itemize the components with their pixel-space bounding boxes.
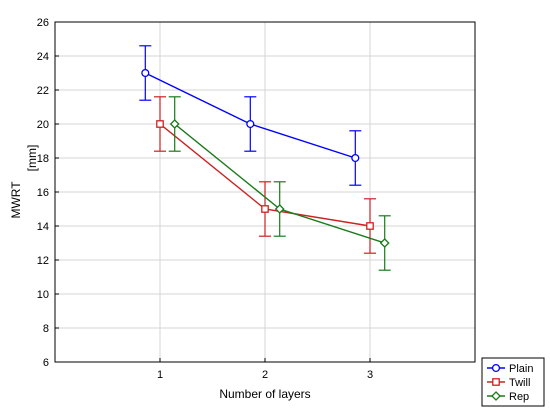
y-tick-label: 12	[37, 255, 49, 267]
legend-marker-rep	[491, 391, 501, 401]
legend-label-twill: Twill	[509, 377, 530, 389]
data-point-twill	[156, 120, 164, 128]
y-axis-unit: [mm]	[25, 145, 39, 172]
data-point-twill	[366, 222, 374, 230]
data-point-plain	[141, 68, 150, 78]
series-twill	[154, 96, 376, 254]
data-point-plain	[351, 153, 360, 163]
y-axis: 6 8 10 12 14 16 18 20 22 24 26	[37, 17, 59, 369]
data-point-twill	[261, 205, 269, 213]
x-axis: 1 2 3	[157, 358, 373, 381]
y-axis-title: MWRT	[9, 181, 23, 219]
data-point-rep	[274, 204, 285, 214]
y-tick-label: 8	[43, 323, 49, 335]
data-point-plain	[246, 119, 255, 129]
y-tick-label: 20	[37, 119, 49, 131]
y-tick-label: 14	[37, 221, 49, 233]
y-tick-label: 26	[37, 17, 49, 29]
y-tick-label: 22	[37, 85, 49, 97]
legend-box	[481, 357, 545, 407]
legend-label-plain: Plain	[509, 363, 533, 375]
legend-item-twill: Twill	[487, 377, 530, 389]
x-tick-label: 1	[157, 369, 163, 381]
x-tick-label: 2	[262, 369, 268, 381]
y-tick-label: 10	[37, 289, 49, 301]
data-point-rep	[169, 119, 180, 129]
y-tick-label: 24	[37, 51, 49, 63]
x-tick-label: 3	[367, 369, 373, 381]
y-tick-label: 18	[37, 153, 49, 165]
series-plain	[139, 45, 362, 186]
legend-marker-twill	[492, 378, 500, 386]
series-rep	[168, 96, 391, 271]
y-tick-label: 16	[37, 187, 49, 199]
legend-item-plain: Plain	[487, 363, 533, 375]
data-point-rep	[379, 238, 390, 248]
legend-label-rep: Rep	[509, 391, 529, 403]
series-group	[139, 45, 391, 271]
legend-item-rep: Rep	[487, 391, 529, 403]
y-tick-label: 6	[43, 357, 49, 369]
legend: Plain Twill Rep	[481, 357, 545, 407]
legend-marker-plain	[491, 363, 501, 373]
x-axis-title: Number of layers	[219, 387, 310, 401]
